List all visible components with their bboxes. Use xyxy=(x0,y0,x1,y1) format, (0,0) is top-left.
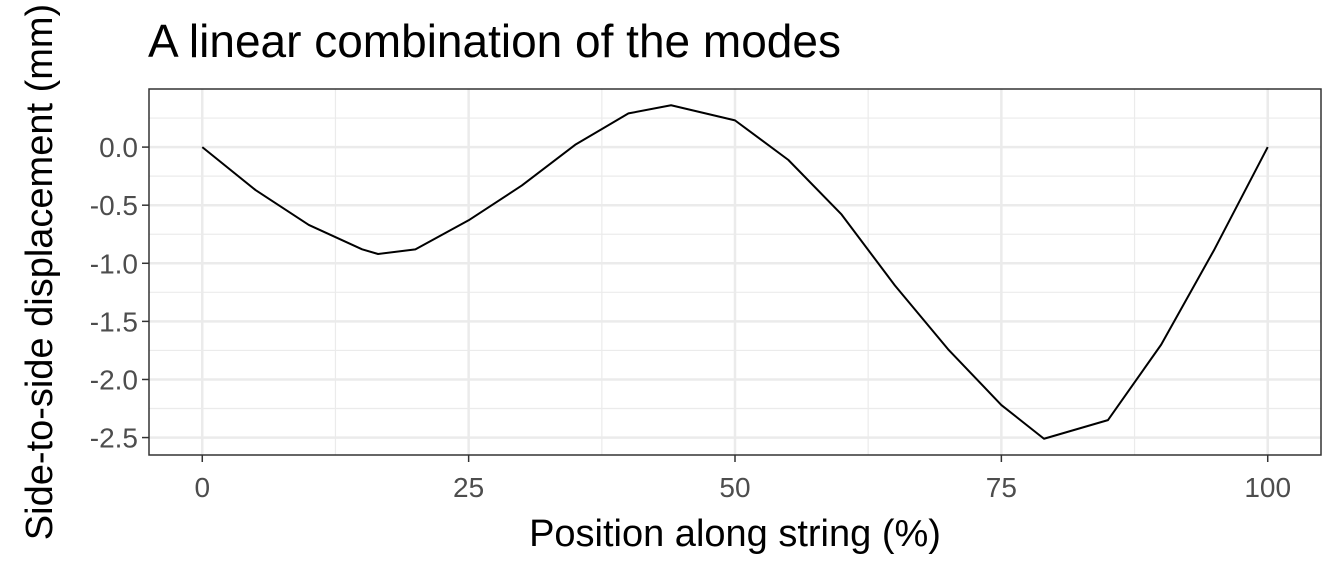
y-tick-label: 0.0 xyxy=(99,132,138,163)
panel-border xyxy=(148,88,1322,456)
y-tick-label: -0.5 xyxy=(90,190,138,221)
y-axis-title: Side-to-side displacement (mm) xyxy=(19,4,61,540)
chart-title: A linear combination of the modes xyxy=(148,15,841,67)
y-tick-label: -1.5 xyxy=(90,306,138,337)
line xyxy=(201,104,1269,440)
x-tick-label: 100 xyxy=(1244,472,1291,503)
y-tick-label: -2.0 xyxy=(90,364,138,395)
x-tick-label: 75 xyxy=(986,472,1017,503)
y-tick-label: -2.5 xyxy=(90,423,138,454)
x-axis-title: Position along string (%) xyxy=(529,513,941,555)
x-tick-label: 25 xyxy=(453,472,484,503)
x-tick-label: 0 xyxy=(194,472,210,503)
y-tick-label: -1.0 xyxy=(90,248,138,279)
x-tick-label: 50 xyxy=(719,472,750,503)
